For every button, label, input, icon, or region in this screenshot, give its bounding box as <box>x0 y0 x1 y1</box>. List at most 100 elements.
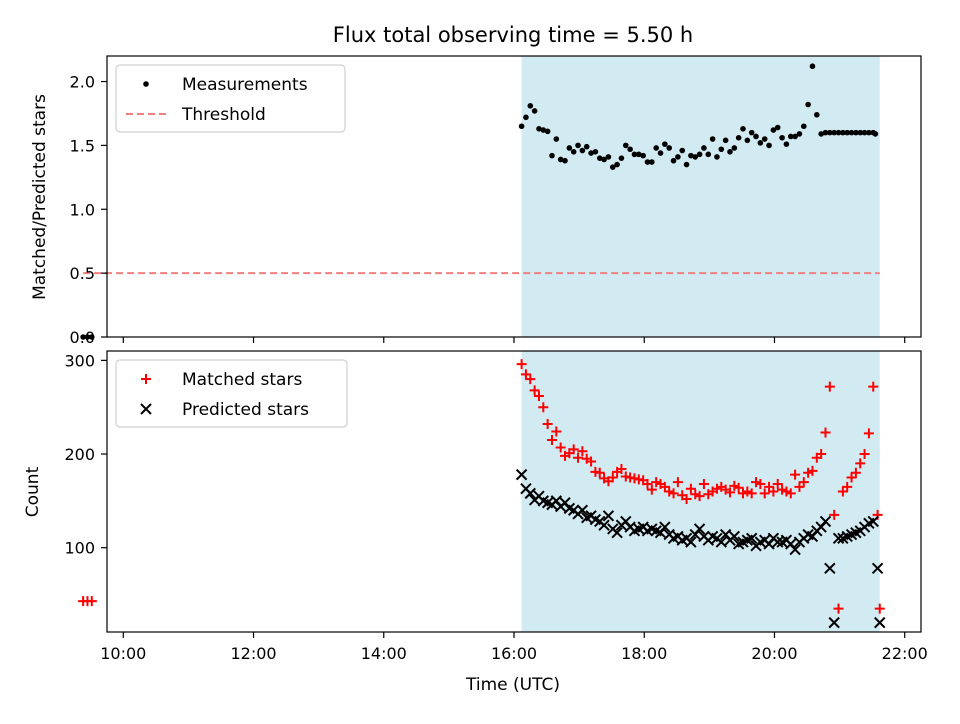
measurement-point <box>831 129 837 136</box>
measurement-point <box>670 157 677 164</box>
measurement-point <box>814 111 820 118</box>
predicted-star-point <box>832 532 845 545</box>
matched-star-point <box>694 491 705 502</box>
count-panel-x-tick-label: 14:00 <box>361 644 407 663</box>
ratio-panel-y-tick-label: 1.0 <box>70 200 95 219</box>
matched-star-point <box>616 464 627 475</box>
matched-star-point <box>798 477 809 488</box>
measurement-point <box>523 114 529 121</box>
measurement-point <box>827 129 833 136</box>
measurement-point <box>805 101 811 108</box>
measurement-point <box>662 141 668 147</box>
matched-star-point <box>868 381 879 392</box>
measurement-point <box>583 143 590 150</box>
measurement-point <box>588 150 594 156</box>
matched-star-point <box>816 449 827 460</box>
predicted-star-point <box>789 543 801 556</box>
matched-star-point <box>542 419 553 430</box>
measurement-point <box>779 134 785 141</box>
measurement-point <box>705 151 712 158</box>
ratio-panel-y-tick-label: 2.0 <box>70 73 95 92</box>
measurement-point <box>570 148 577 155</box>
matched-star-point <box>759 488 770 499</box>
matched-star-point <box>664 486 675 497</box>
measurement-point <box>601 156 607 163</box>
count-panel-observing-span <box>521 351 880 632</box>
matched-star-point <box>820 427 831 438</box>
matched-star-point <box>711 483 722 494</box>
measurement-point <box>696 151 703 158</box>
measurement-point <box>840 129 846 136</box>
measurement-point <box>527 103 534 109</box>
measurement-point <box>80 334 86 340</box>
predicted-star-point <box>828 616 840 629</box>
measurement-point <box>553 136 560 142</box>
predicted-star-point <box>598 519 610 531</box>
count-panel-x-tick-label: 12:00 <box>230 644 276 663</box>
measurement-point <box>540 127 547 133</box>
measurement-point <box>679 147 686 154</box>
matched-star-point <box>86 596 97 607</box>
measurement-point <box>787 133 794 140</box>
ratio-panel: 0.0 0.5 1.0 1.5 2.0 Measurements Threshold <box>70 55 922 347</box>
measurement-point <box>609 164 616 170</box>
measurement-point <box>709 136 716 142</box>
count-panel-x-tick-label: 16:00 <box>491 644 537 663</box>
measurement-point <box>792 133 798 140</box>
matched-star-point <box>850 467 861 478</box>
matched-star-point <box>772 479 783 490</box>
legend-label: Measurements <box>182 75 308 95</box>
matched-star-point <box>668 488 679 499</box>
matched-star-point <box>551 426 562 437</box>
matched-star-point <box>807 465 818 476</box>
count-panel-x-tick-label: 10:00 <box>100 644 146 663</box>
matched-star-point <box>794 481 805 492</box>
matched-star-point <box>681 493 692 504</box>
matched-star-point <box>746 488 757 499</box>
ratio-panel-observing-span <box>521 56 880 337</box>
measurement-point <box>714 154 720 160</box>
ratio-panel-y-tick-label: 0.5 <box>70 264 95 283</box>
matched-star-point <box>546 434 557 445</box>
measurement-point <box>536 126 542 132</box>
matched-star-point <box>525 374 536 385</box>
matched-star-point <box>863 428 874 439</box>
count-panel: 100 200 300 10:00 12:00 14:00 16:00 18:00 20:00 2… <box>64 350 928 663</box>
matched-star-point <box>642 479 653 490</box>
matched-star-point <box>742 486 753 497</box>
measurement-point <box>640 152 646 159</box>
count-panel-y-tick-label: 100 <box>64 539 95 558</box>
measurement-point <box>596 155 603 161</box>
measurement-point <box>575 142 581 149</box>
matched-star-point <box>573 452 584 463</box>
count-panel-x-axis-label: Time (UTC) <box>465 675 560 695</box>
measurement-point <box>744 137 751 144</box>
matched-star-point <box>781 486 792 497</box>
predicted-star-point <box>602 510 615 522</box>
matched-star-point <box>690 489 701 500</box>
matched-star-point <box>516 359 527 370</box>
matched-star-point <box>790 469 801 480</box>
measurement-point <box>818 131 824 137</box>
measurement-point <box>731 145 738 151</box>
measurements-legend-swatch <box>143 81 149 87</box>
predicted-star-point <box>772 536 784 548</box>
measurement-point <box>740 126 746 132</box>
count-panel-y-tick-label: 300 <box>64 351 95 370</box>
measurement-point <box>748 129 755 136</box>
matched-star-point <box>803 467 814 478</box>
ratio-panel-y-axis-label: Matched/Predicted stars <box>30 94 50 300</box>
measurement-point <box>89 334 95 340</box>
measurement-point <box>683 161 690 168</box>
matched-star-point <box>764 481 775 492</box>
predicted-star-point <box>728 530 741 543</box>
count-panel-y-tick-label: 200 <box>64 445 95 464</box>
matched-star-point <box>594 467 605 478</box>
predicted-star-point <box>524 487 536 500</box>
count-panel-x-tick-label: 20:00 <box>751 644 797 663</box>
measurement-point <box>627 146 633 153</box>
matched-star-point <box>733 482 744 493</box>
matched-star-point <box>724 487 735 498</box>
measurement-point <box>835 129 842 136</box>
